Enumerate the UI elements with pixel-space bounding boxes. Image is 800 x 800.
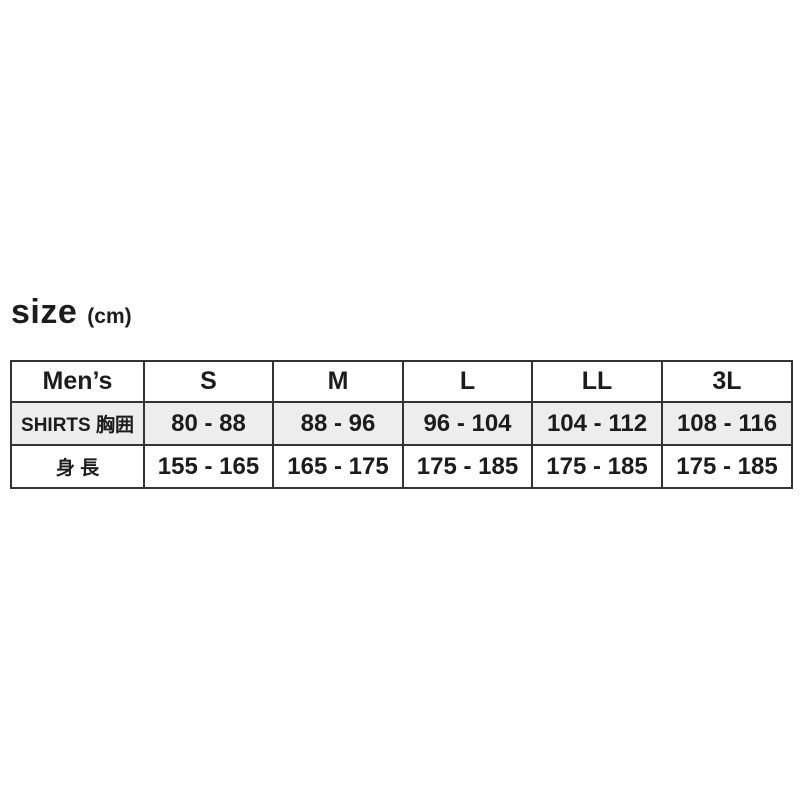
header-size-l: L	[402, 360, 533, 403]
row-label-height: 身 長	[10, 444, 145, 489]
height-value-ll: 175 - 185	[531, 444, 663, 489]
row-label-shirts-chest: SHIRTS 胸囲	[10, 401, 145, 446]
size-table: Men’s S M L LL 3L SHIRTS 胸囲 80 - 88 88 -…	[10, 360, 793, 489]
header-mens: Men’s	[10, 360, 145, 403]
chest-value-s: 80 - 88	[143, 401, 274, 446]
table-row-chest: SHIRTS 胸囲 80 - 88 88 - 96 96 - 104 104 -…	[10, 401, 793, 446]
title-size-label: size	[11, 293, 78, 331]
chest-value-ll: 104 - 112	[531, 401, 663, 446]
header-size-ll: LL	[531, 360, 663, 403]
chest-value-l: 96 - 104	[402, 401, 533, 446]
title-unit-label: (cm)	[87, 305, 132, 328]
header-size-3l: 3L	[661, 360, 793, 403]
height-value-s: 155 - 165	[143, 444, 274, 489]
height-value-3l: 175 - 185	[661, 444, 793, 489]
header-size-m: M	[272, 360, 404, 403]
size-table-header-row: Men’s S M L LL 3L	[10, 360, 793, 403]
table-row-height: 身 長 155 - 165 165 - 175 175 - 185 175 - …	[10, 444, 793, 489]
height-value-m: 165 - 175	[272, 444, 404, 489]
chest-value-m: 88 - 96	[272, 401, 404, 446]
header-size-s: S	[143, 360, 274, 403]
page-title: size (cm)	[11, 293, 132, 332]
height-value-l: 175 - 185	[402, 444, 533, 489]
chest-value-3l: 108 - 116	[661, 401, 793, 446]
